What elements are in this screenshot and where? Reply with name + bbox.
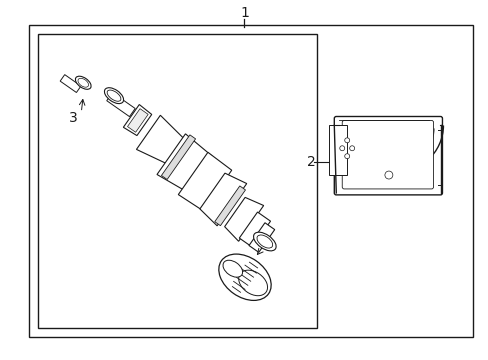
Ellipse shape (253, 232, 276, 251)
Polygon shape (248, 223, 274, 252)
Ellipse shape (223, 260, 242, 277)
Ellipse shape (344, 154, 349, 159)
Bar (28, 24, 471, 337)
Polygon shape (123, 104, 151, 136)
Ellipse shape (344, 138, 349, 143)
Text: 1: 1 (240, 6, 248, 20)
Ellipse shape (78, 78, 88, 87)
Polygon shape (157, 134, 212, 192)
Polygon shape (214, 186, 245, 226)
Text: 3: 3 (69, 112, 78, 126)
Polygon shape (239, 212, 270, 247)
Polygon shape (224, 197, 263, 241)
FancyBboxPatch shape (342, 121, 433, 189)
Polygon shape (127, 109, 148, 132)
Polygon shape (136, 115, 185, 165)
Ellipse shape (107, 90, 121, 101)
Ellipse shape (104, 88, 123, 104)
Text: 2: 2 (306, 155, 315, 169)
Polygon shape (178, 152, 231, 211)
Polygon shape (106, 93, 135, 117)
Polygon shape (200, 173, 246, 226)
Ellipse shape (384, 171, 392, 179)
Bar (38, 33, 317, 328)
FancyBboxPatch shape (334, 117, 442, 195)
Ellipse shape (218, 254, 271, 300)
Ellipse shape (349, 146, 354, 151)
Text: 4: 4 (257, 238, 265, 252)
Ellipse shape (75, 76, 91, 89)
Ellipse shape (339, 146, 344, 151)
Polygon shape (161, 135, 195, 180)
Polygon shape (60, 75, 81, 93)
Ellipse shape (257, 235, 272, 248)
Bar (328, 125, 346, 175)
